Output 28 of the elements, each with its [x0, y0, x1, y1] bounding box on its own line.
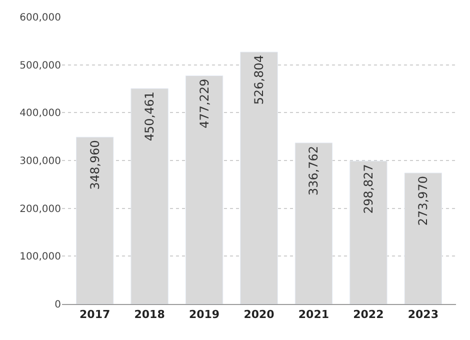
- bar: [130, 88, 168, 304]
- y-tick-label: 600,000: [20, 12, 61, 24]
- data-label: 450,461: [142, 92, 157, 142]
- y-tick-label: 500,000: [20, 60, 61, 72]
- data-label: 477,229: [197, 78, 212, 128]
- data-label: 336,762: [306, 146, 321, 196]
- y-tick-label: 200,000: [20, 204, 61, 215]
- y-tick-label: 300,000: [20, 156, 61, 167]
- bar: [240, 52, 278, 304]
- data-label: 526,804: [252, 55, 266, 105]
- bar: [350, 160, 388, 304]
- x-tick-label: 2017: [80, 308, 110, 322]
- x-tick-label: 2020: [244, 308, 275, 322]
- bar: [404, 172, 442, 304]
- bar: [76, 136, 114, 304]
- x-tick-label: 2021: [298, 308, 330, 322]
- y-tick-label: 100,000: [20, 252, 61, 263]
- data-label: 298,827: [361, 164, 376, 214]
- y-tick-label: 0: [54, 300, 61, 310]
- bar: [185, 75, 224, 304]
- x-tick-label: 2023: [408, 308, 438, 322]
- data-label: 348,960: [88, 140, 102, 190]
- x-tick-label: 2018: [134, 308, 165, 322]
- x-tick-label: 2019: [188, 308, 220, 322]
- bar: [294, 142, 333, 304]
- x-tick-label: 2022: [353, 308, 384, 322]
- data-label: 273,970: [416, 176, 430, 226]
- y-tick-label: 400,000: [20, 108, 61, 120]
